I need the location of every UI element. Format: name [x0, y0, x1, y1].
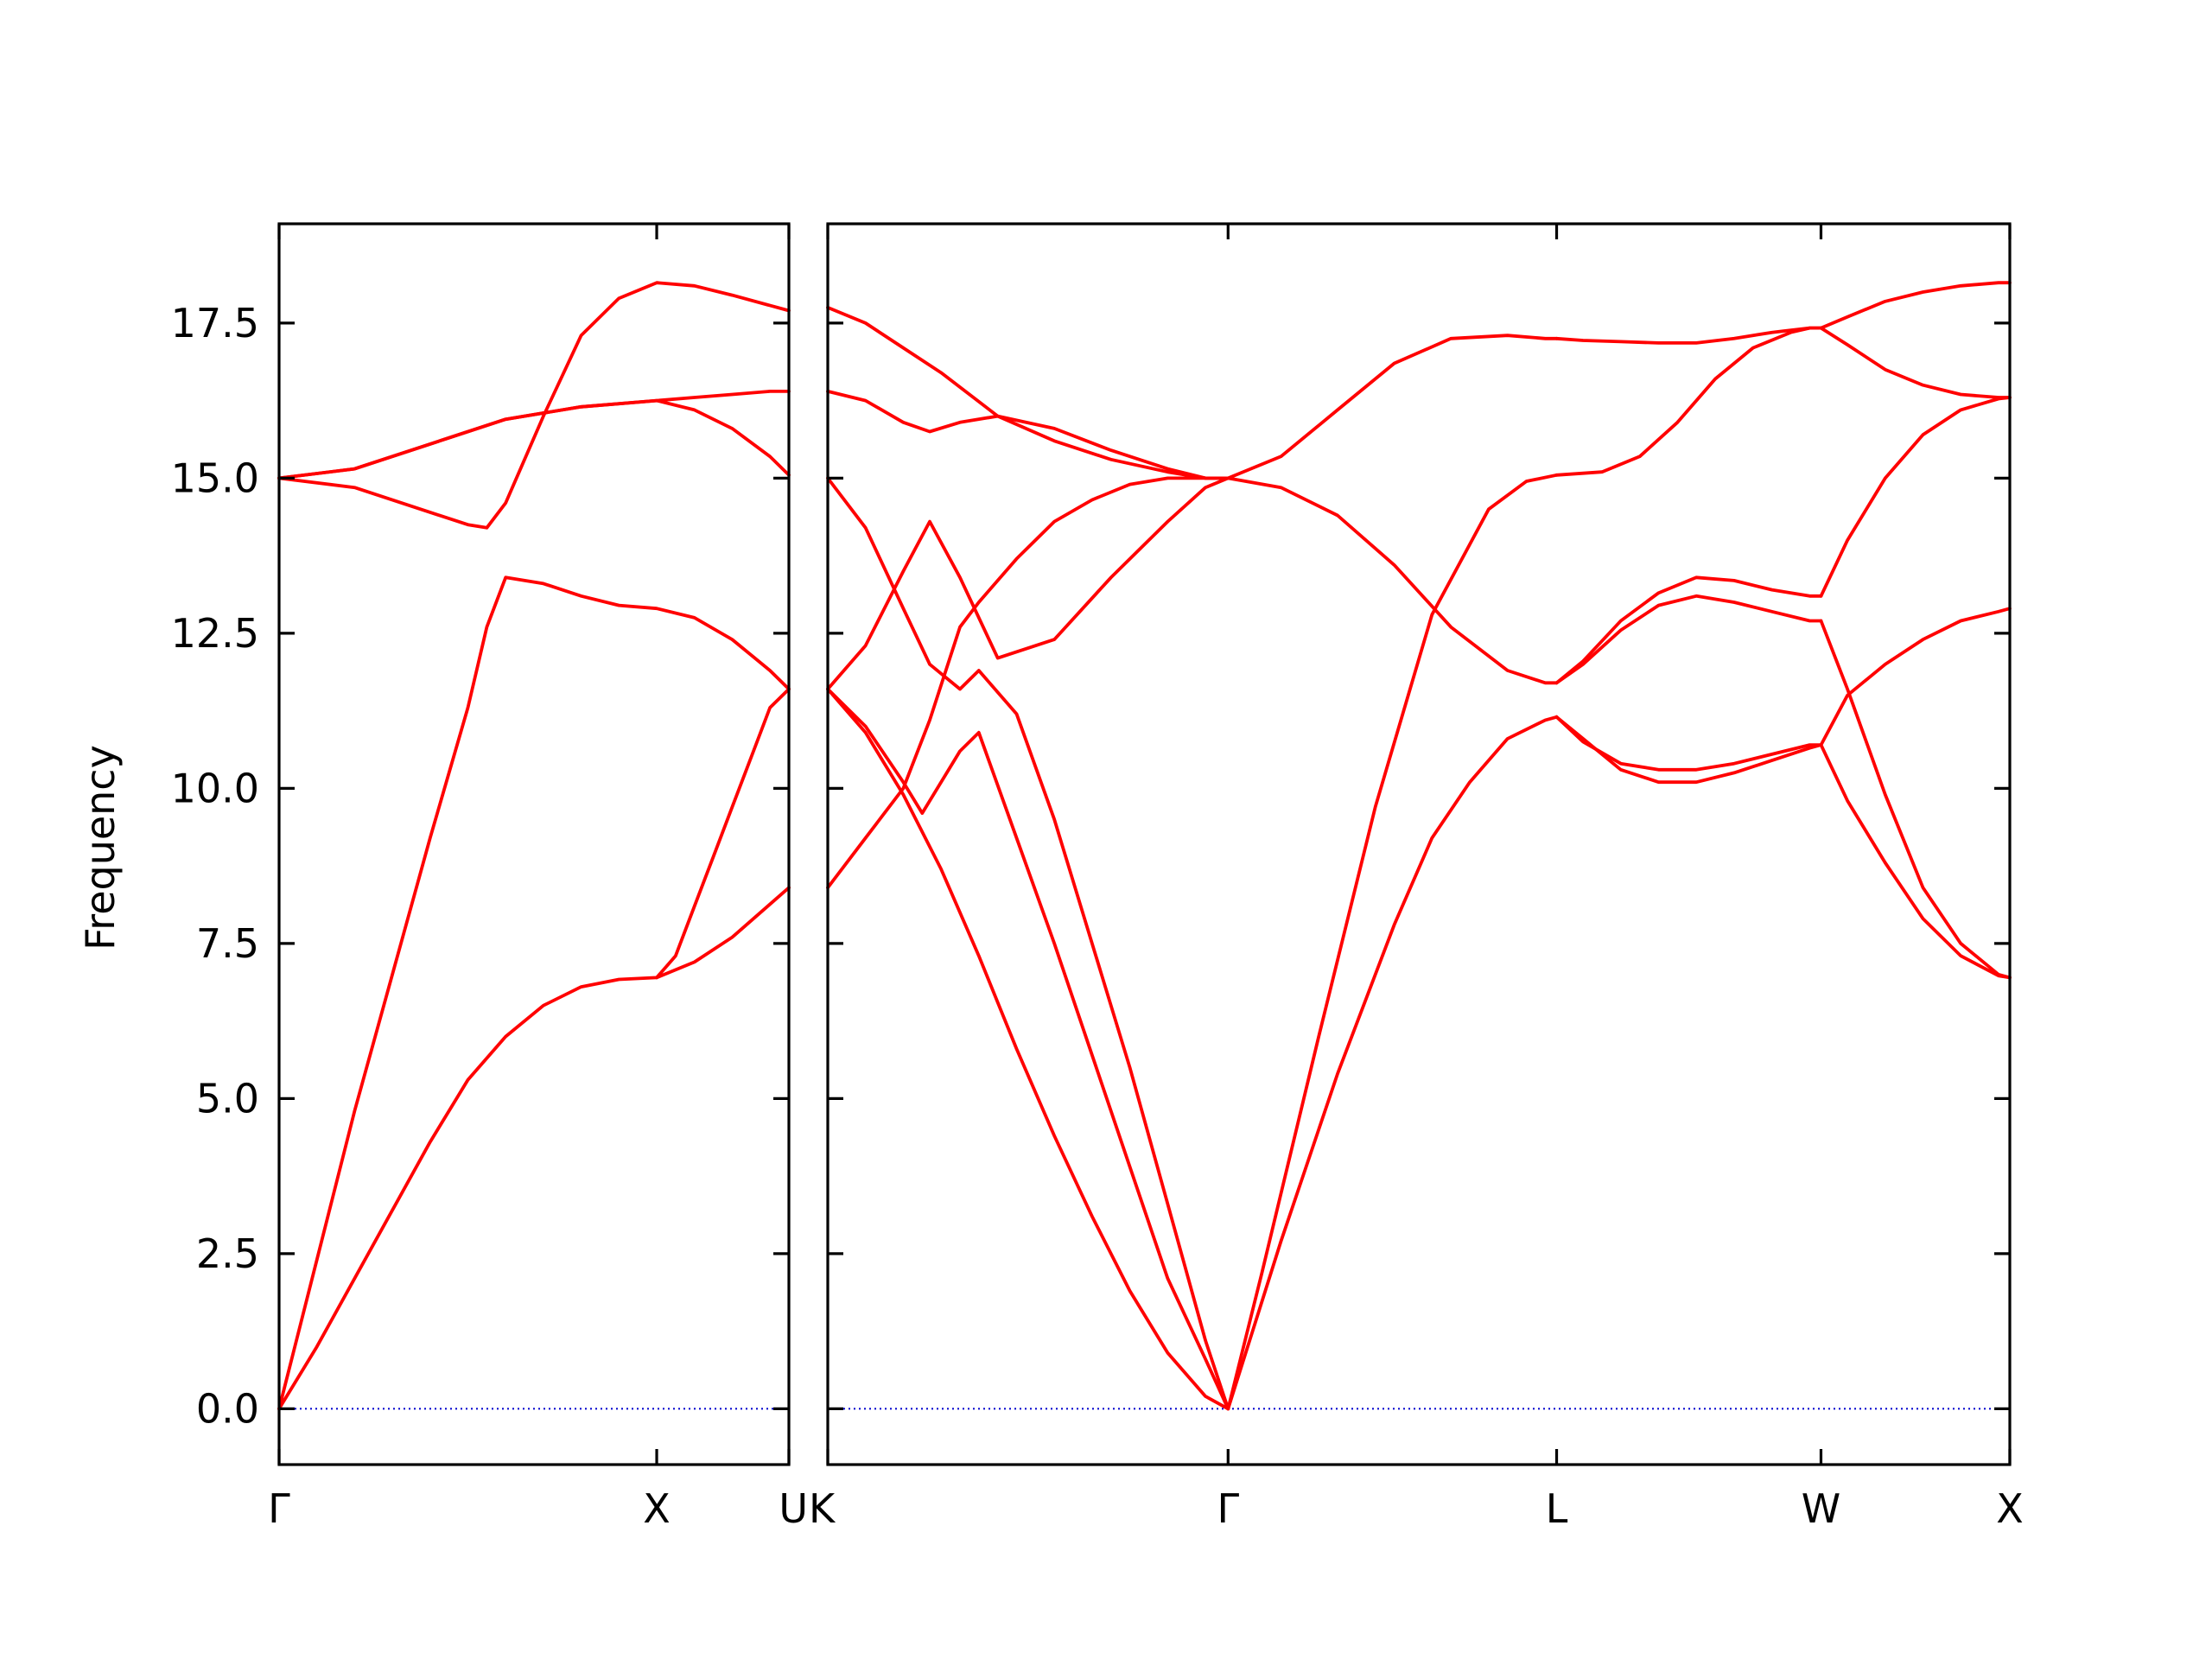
band-line-9	[1226, 715, 1559, 1411]
y-tick-label: 7.5	[196, 920, 259, 967]
band-line-10	[1226, 476, 1559, 685]
band-line-8	[1226, 473, 1559, 1411]
y-tick-label: 15.0	[171, 454, 259, 501]
band-line-13	[1554, 326, 1823, 477]
band-line-18	[1819, 281, 2012, 330]
y-tick-label: 10.0	[171, 765, 259, 811]
band-line-4	[826, 476, 1230, 890]
band-line-19	[1819, 326, 2012, 399]
y-tick-label: 5.0	[196, 1075, 259, 1122]
band-line-1	[826, 687, 1230, 1411]
band-line-1	[277, 886, 791, 1411]
x-tick-label: U	[779, 1485, 808, 1532]
band-line-5	[277, 398, 791, 480]
band-line-22	[1819, 619, 2012, 980]
x-tick-label: L	[1546, 1485, 1568, 1532]
band-line-3	[277, 281, 791, 530]
x-tick-label: Γ	[1217, 1485, 1239, 1532]
x-tick-label: W	[1802, 1485, 1840, 1532]
band-line-15	[1554, 575, 1823, 685]
band-line-20	[1819, 396, 2012, 598]
band-line-14	[1554, 594, 1823, 685]
y-tick-label: 12.5	[171, 610, 259, 657]
axes-frame	[277, 222, 791, 1466]
band-line-17	[1554, 715, 1823, 785]
y-tick-labels: 0.0 2.5 5.0 7.5 10.0 12.5 15.0 17.5	[171, 300, 259, 1433]
band-line-11	[1226, 334, 1559, 480]
band-line-2	[277, 575, 791, 1411]
band-line-3	[826, 476, 1230, 1411]
x-tick-label: X	[1996, 1485, 2024, 1532]
band-line-2	[826, 687, 1230, 1411]
x-tick-label: Γ	[268, 1485, 290, 1532]
y-tick-label: 0.0	[196, 1385, 259, 1432]
y-tick-label: 17.5	[171, 300, 259, 346]
band-line-6	[826, 390, 1230, 480]
x-tick-label: K	[809, 1485, 836, 1532]
y-tick-label: 2.5	[196, 1230, 259, 1277]
x-tick-label: X	[643, 1485, 671, 1532]
band-line-5	[826, 476, 1230, 691]
band-line-6	[655, 687, 791, 980]
band-line-7	[826, 306, 1230, 480]
band-line-21	[1819, 607, 2012, 747]
band-line-16	[1554, 715, 1823, 772]
y-axis-label: Frequency	[77, 745, 124, 950]
band-line-23	[1819, 743, 2012, 980]
axes-frame	[826, 222, 2012, 1466]
